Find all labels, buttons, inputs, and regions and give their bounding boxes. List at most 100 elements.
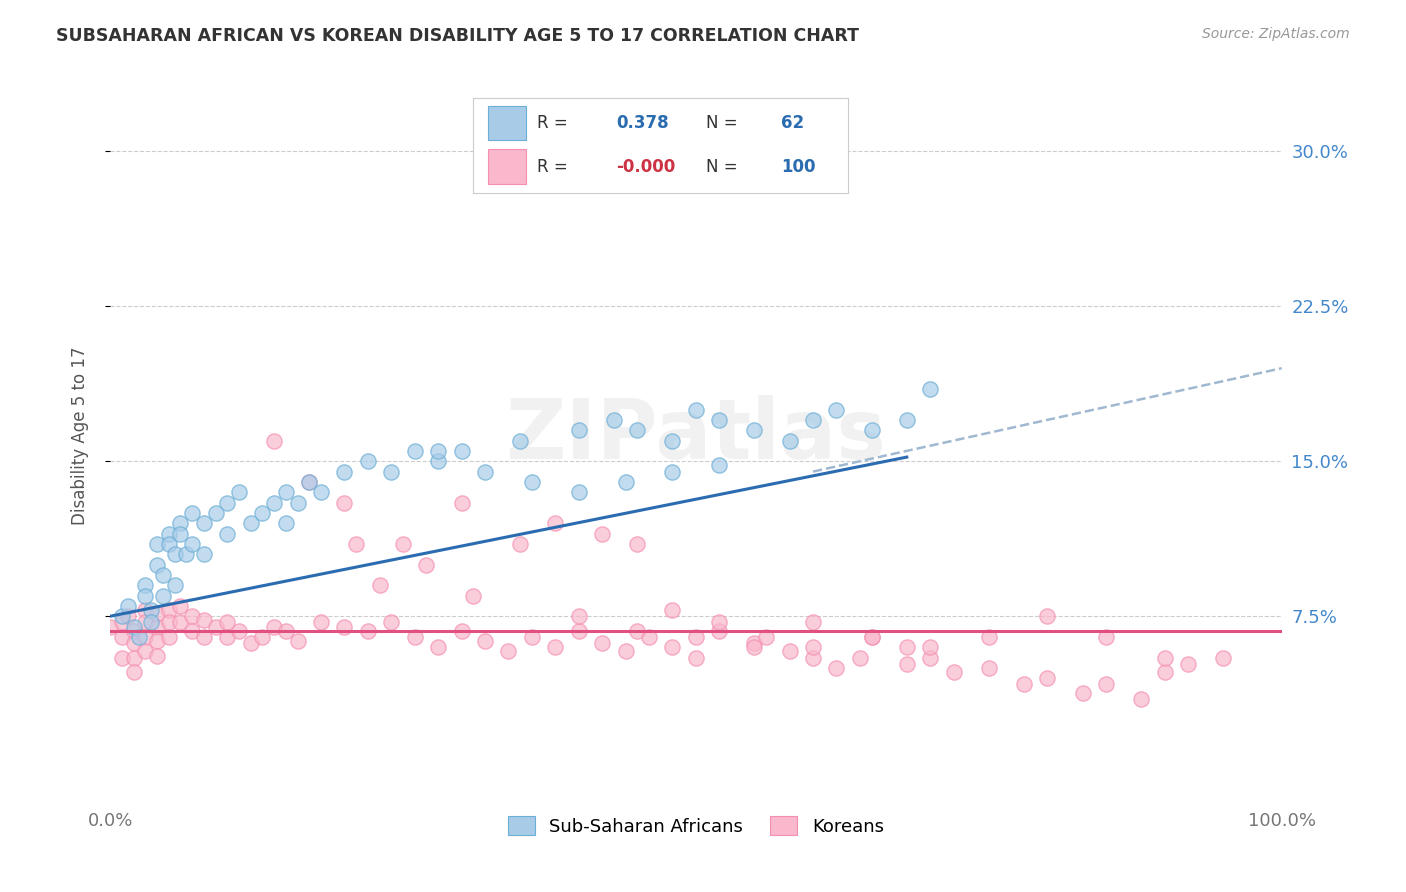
Point [146, 607, 169, 622]
Point [152, 568, 174, 582]
Point [122, 636, 145, 650]
Point [942, 665, 965, 679]
Point [568, 609, 591, 624]
Point [274, 516, 297, 531]
Point [1095, 630, 1118, 644]
Point [333, 619, 356, 633]
Point [709, 615, 731, 630]
Point [146, 558, 169, 572]
Point [146, 537, 169, 551]
Point [801, 650, 824, 665]
Point [157, 526, 180, 541]
Point [568, 485, 591, 500]
Point [626, 624, 648, 638]
Point [614, 644, 637, 658]
Point [544, 516, 567, 531]
Point [685, 650, 707, 665]
Point [134, 644, 156, 658]
Point [380, 465, 402, 479]
Point [568, 624, 591, 638]
Point [181, 609, 204, 624]
Point [217, 526, 239, 541]
Point [779, 434, 801, 448]
Point [709, 458, 731, 473]
Point [896, 657, 918, 671]
Point [111, 630, 134, 644]
Point [744, 640, 766, 655]
Point [157, 603, 180, 617]
Point [134, 630, 156, 644]
Point [357, 624, 380, 638]
Point [1095, 677, 1118, 691]
Point [368, 578, 391, 592]
Point [193, 613, 215, 627]
Point [228, 485, 250, 500]
Point [404, 630, 426, 644]
Point [287, 634, 309, 648]
Point [157, 615, 180, 630]
Point [204, 506, 226, 520]
Point [128, 630, 150, 644]
Point [860, 630, 883, 644]
Point [977, 661, 1000, 675]
Point [122, 624, 145, 638]
Point [152, 589, 174, 603]
Point [920, 640, 942, 655]
Point [263, 495, 285, 509]
Point [174, 547, 197, 561]
Point [134, 589, 156, 603]
Point [333, 495, 356, 509]
Point [509, 434, 531, 448]
Point [744, 423, 766, 437]
Point [134, 615, 156, 630]
Point [603, 413, 626, 427]
Point [801, 413, 824, 427]
Point [427, 454, 450, 468]
Point [193, 630, 215, 644]
Point [626, 423, 648, 437]
Text: ZIPatlas: ZIPatlas [505, 395, 886, 476]
Point [920, 650, 942, 665]
Point [1177, 657, 1199, 671]
Point [450, 624, 472, 638]
Point [626, 537, 648, 551]
Point [1130, 692, 1153, 706]
Point [498, 644, 520, 658]
Point [801, 640, 824, 655]
Point [1012, 677, 1035, 691]
Point [450, 495, 472, 509]
Point [204, 619, 226, 633]
Point [1153, 665, 1175, 679]
Point [217, 495, 239, 509]
Point [139, 603, 162, 617]
Point [134, 578, 156, 592]
Point [169, 599, 191, 613]
Point [263, 619, 285, 633]
Point [298, 475, 321, 489]
Point [860, 630, 883, 644]
Point [117, 609, 139, 624]
Point [709, 413, 731, 427]
Point [450, 443, 472, 458]
Point [252, 630, 274, 644]
Point [274, 624, 297, 638]
Point [755, 630, 778, 644]
Point [1212, 650, 1234, 665]
Point [474, 634, 496, 648]
Point [392, 537, 415, 551]
Point [380, 615, 402, 630]
Point [122, 619, 145, 633]
Point [169, 516, 191, 531]
Point [344, 537, 367, 551]
Point [744, 636, 766, 650]
Point [801, 615, 824, 630]
Point [977, 630, 1000, 644]
Point [239, 636, 262, 650]
Point [860, 423, 883, 437]
Point [685, 402, 707, 417]
Point [146, 634, 169, 648]
Point [427, 443, 450, 458]
Point [117, 599, 139, 613]
Point [685, 630, 707, 644]
Point [1036, 671, 1059, 685]
